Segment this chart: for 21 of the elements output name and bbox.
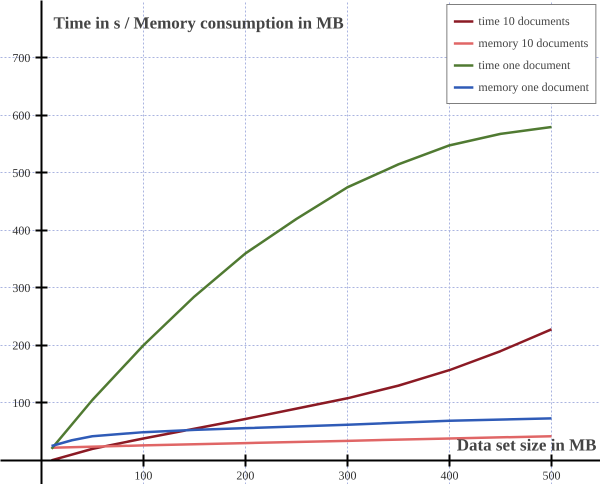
y-tick-label: 700: [12, 50, 30, 65]
y-tick-label: 400: [12, 223, 30, 238]
legend-label: memory one document: [478, 80, 589, 94]
x-tick-label: 400: [440, 468, 458, 482]
x-tick-label: 200: [236, 468, 254, 482]
x-axis-title: Data set size in MB: [456, 435, 597, 454]
x-tick-label: 500: [542, 468, 561, 482]
y-tick-label: 600: [12, 108, 30, 122]
legend-label: time 10 documents: [478, 14, 570, 28]
line-series: [50, 328, 553, 462]
line-series: [50, 126, 553, 450]
y-tick-label: 500: [12, 166, 30, 180]
y-tick-label: 200: [12, 338, 30, 352]
y-tick-label: 100: [12, 396, 30, 410]
legend-label: memory 10 documents: [478, 36, 588, 50]
x-tick-label: 100: [134, 468, 152, 482]
x-tick-label: 300: [338, 468, 356, 482]
y-axis-title: Time in s / Memory consumption in MB: [54, 14, 344, 32]
line-series: [50, 434, 553, 449]
y-tick-label: 300: [12, 280, 30, 295]
legend-label: time one document: [478, 58, 570, 72]
